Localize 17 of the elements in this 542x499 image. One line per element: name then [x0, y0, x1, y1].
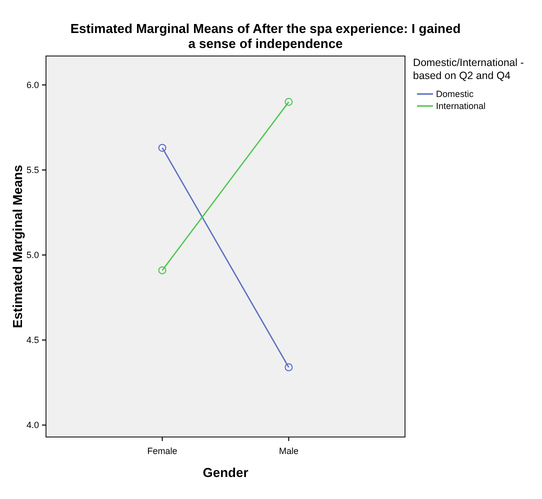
point — [284, 98, 293, 106]
y-tick-label: 5.5 — [26, 164, 39, 175]
x-axis-title: Gender — [202, 465, 248, 480]
x-tick-label: Male — [278, 446, 298, 456]
y-tick-label: 4.5 — [26, 334, 39, 345]
y-tick-label: 6.0 — [26, 80, 39, 90]
x-tick-label: Female — [147, 446, 178, 456]
y-tick-label: 4.0 — [26, 420, 39, 430]
point — [158, 266, 166, 274]
legend-title: Domestic/International - based on Q2 and Q4 — [413, 57, 524, 82]
chart-title: Estimated Marginal Means of After the spa experience: I gained a sense of independence — [70, 21, 461, 51]
point — [158, 144, 166, 152]
legend-label: Domestic — [436, 88, 474, 99]
y-tick-label: 5.0 — [26, 250, 39, 260]
y-axis-title: Estimated Marginal Means — [10, 164, 25, 328]
point — [284, 363, 293, 372]
legend-label: International — [436, 100, 486, 111]
